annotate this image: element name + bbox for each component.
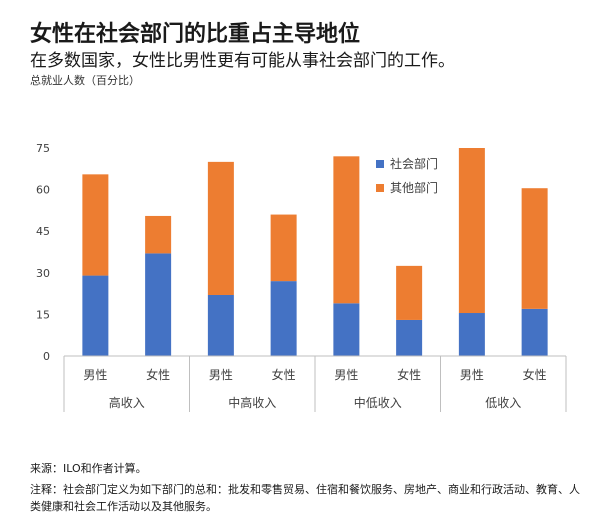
bar-segment-social bbox=[145, 253, 172, 356]
bar-segment-social bbox=[521, 308, 548, 356]
bar-segment-social bbox=[396, 319, 423, 356]
y-tick-label: 75 bbox=[36, 142, 50, 155]
bar-segment-other bbox=[82, 174, 109, 276]
bar-segment-social bbox=[270, 281, 297, 356]
bar-segment-other bbox=[396, 265, 423, 320]
legend-swatch bbox=[376, 160, 384, 168]
y-tick-label: 60 bbox=[36, 184, 50, 197]
bar-segment-other bbox=[270, 214, 297, 282]
bar-segment-other bbox=[458, 148, 485, 314]
x-bar-label: 男性 bbox=[209, 368, 233, 382]
footnote: 注释：社会部门定义为如下部门的总和：批发和零售贸易、住宿和餐饮服务、房地产、商业… bbox=[30, 483, 580, 513]
legend-label: 社会部门 bbox=[390, 156, 438, 171]
x-group-label: 中高收入 bbox=[228, 395, 276, 410]
bar-segment-other bbox=[145, 215, 172, 254]
y-tick-label: 45 bbox=[36, 225, 50, 238]
y-tick-label: 15 bbox=[36, 308, 50, 321]
bar-segment-social bbox=[207, 294, 234, 356]
bar-segment-social bbox=[333, 303, 360, 356]
bar-segment-social bbox=[82, 275, 109, 356]
x-bar-label: 男性 bbox=[334, 368, 358, 382]
bar-segment-social bbox=[458, 313, 485, 356]
legend-swatch bbox=[376, 184, 384, 192]
x-bar-label: 女性 bbox=[523, 367, 547, 382]
x-bar-label: 男性 bbox=[460, 368, 484, 382]
y-tick-label: 30 bbox=[36, 267, 50, 280]
x-group-label: 低收入 bbox=[485, 396, 521, 410]
source-note: 来源：ILO和作者计算。 bbox=[30, 462, 147, 475]
x-bar-label: 女性 bbox=[397, 367, 421, 382]
y-tick-label: 0 bbox=[43, 350, 50, 363]
bar-segment-other bbox=[333, 156, 360, 304]
x-bar-label: 女性 bbox=[272, 367, 296, 382]
x-bar-label: 男性 bbox=[83, 368, 107, 382]
x-group-label: 中低收入 bbox=[354, 395, 402, 410]
legend-label: 其他部门 bbox=[390, 180, 438, 195]
x-group-label: 高收入 bbox=[109, 395, 145, 410]
chart-title: 女性在社会部门的比重占主导地位 bbox=[30, 22, 361, 47]
bar-segment-other bbox=[521, 188, 548, 309]
chart-subtitle: 在多数国家，女性比男性更有可能从事社会部门的工作。 bbox=[30, 51, 455, 71]
x-bar-label: 女性 bbox=[146, 367, 170, 382]
y-axis-unit-label: 总就业人数（百分比） bbox=[30, 74, 140, 87]
bar-segment-other bbox=[207, 161, 234, 295]
